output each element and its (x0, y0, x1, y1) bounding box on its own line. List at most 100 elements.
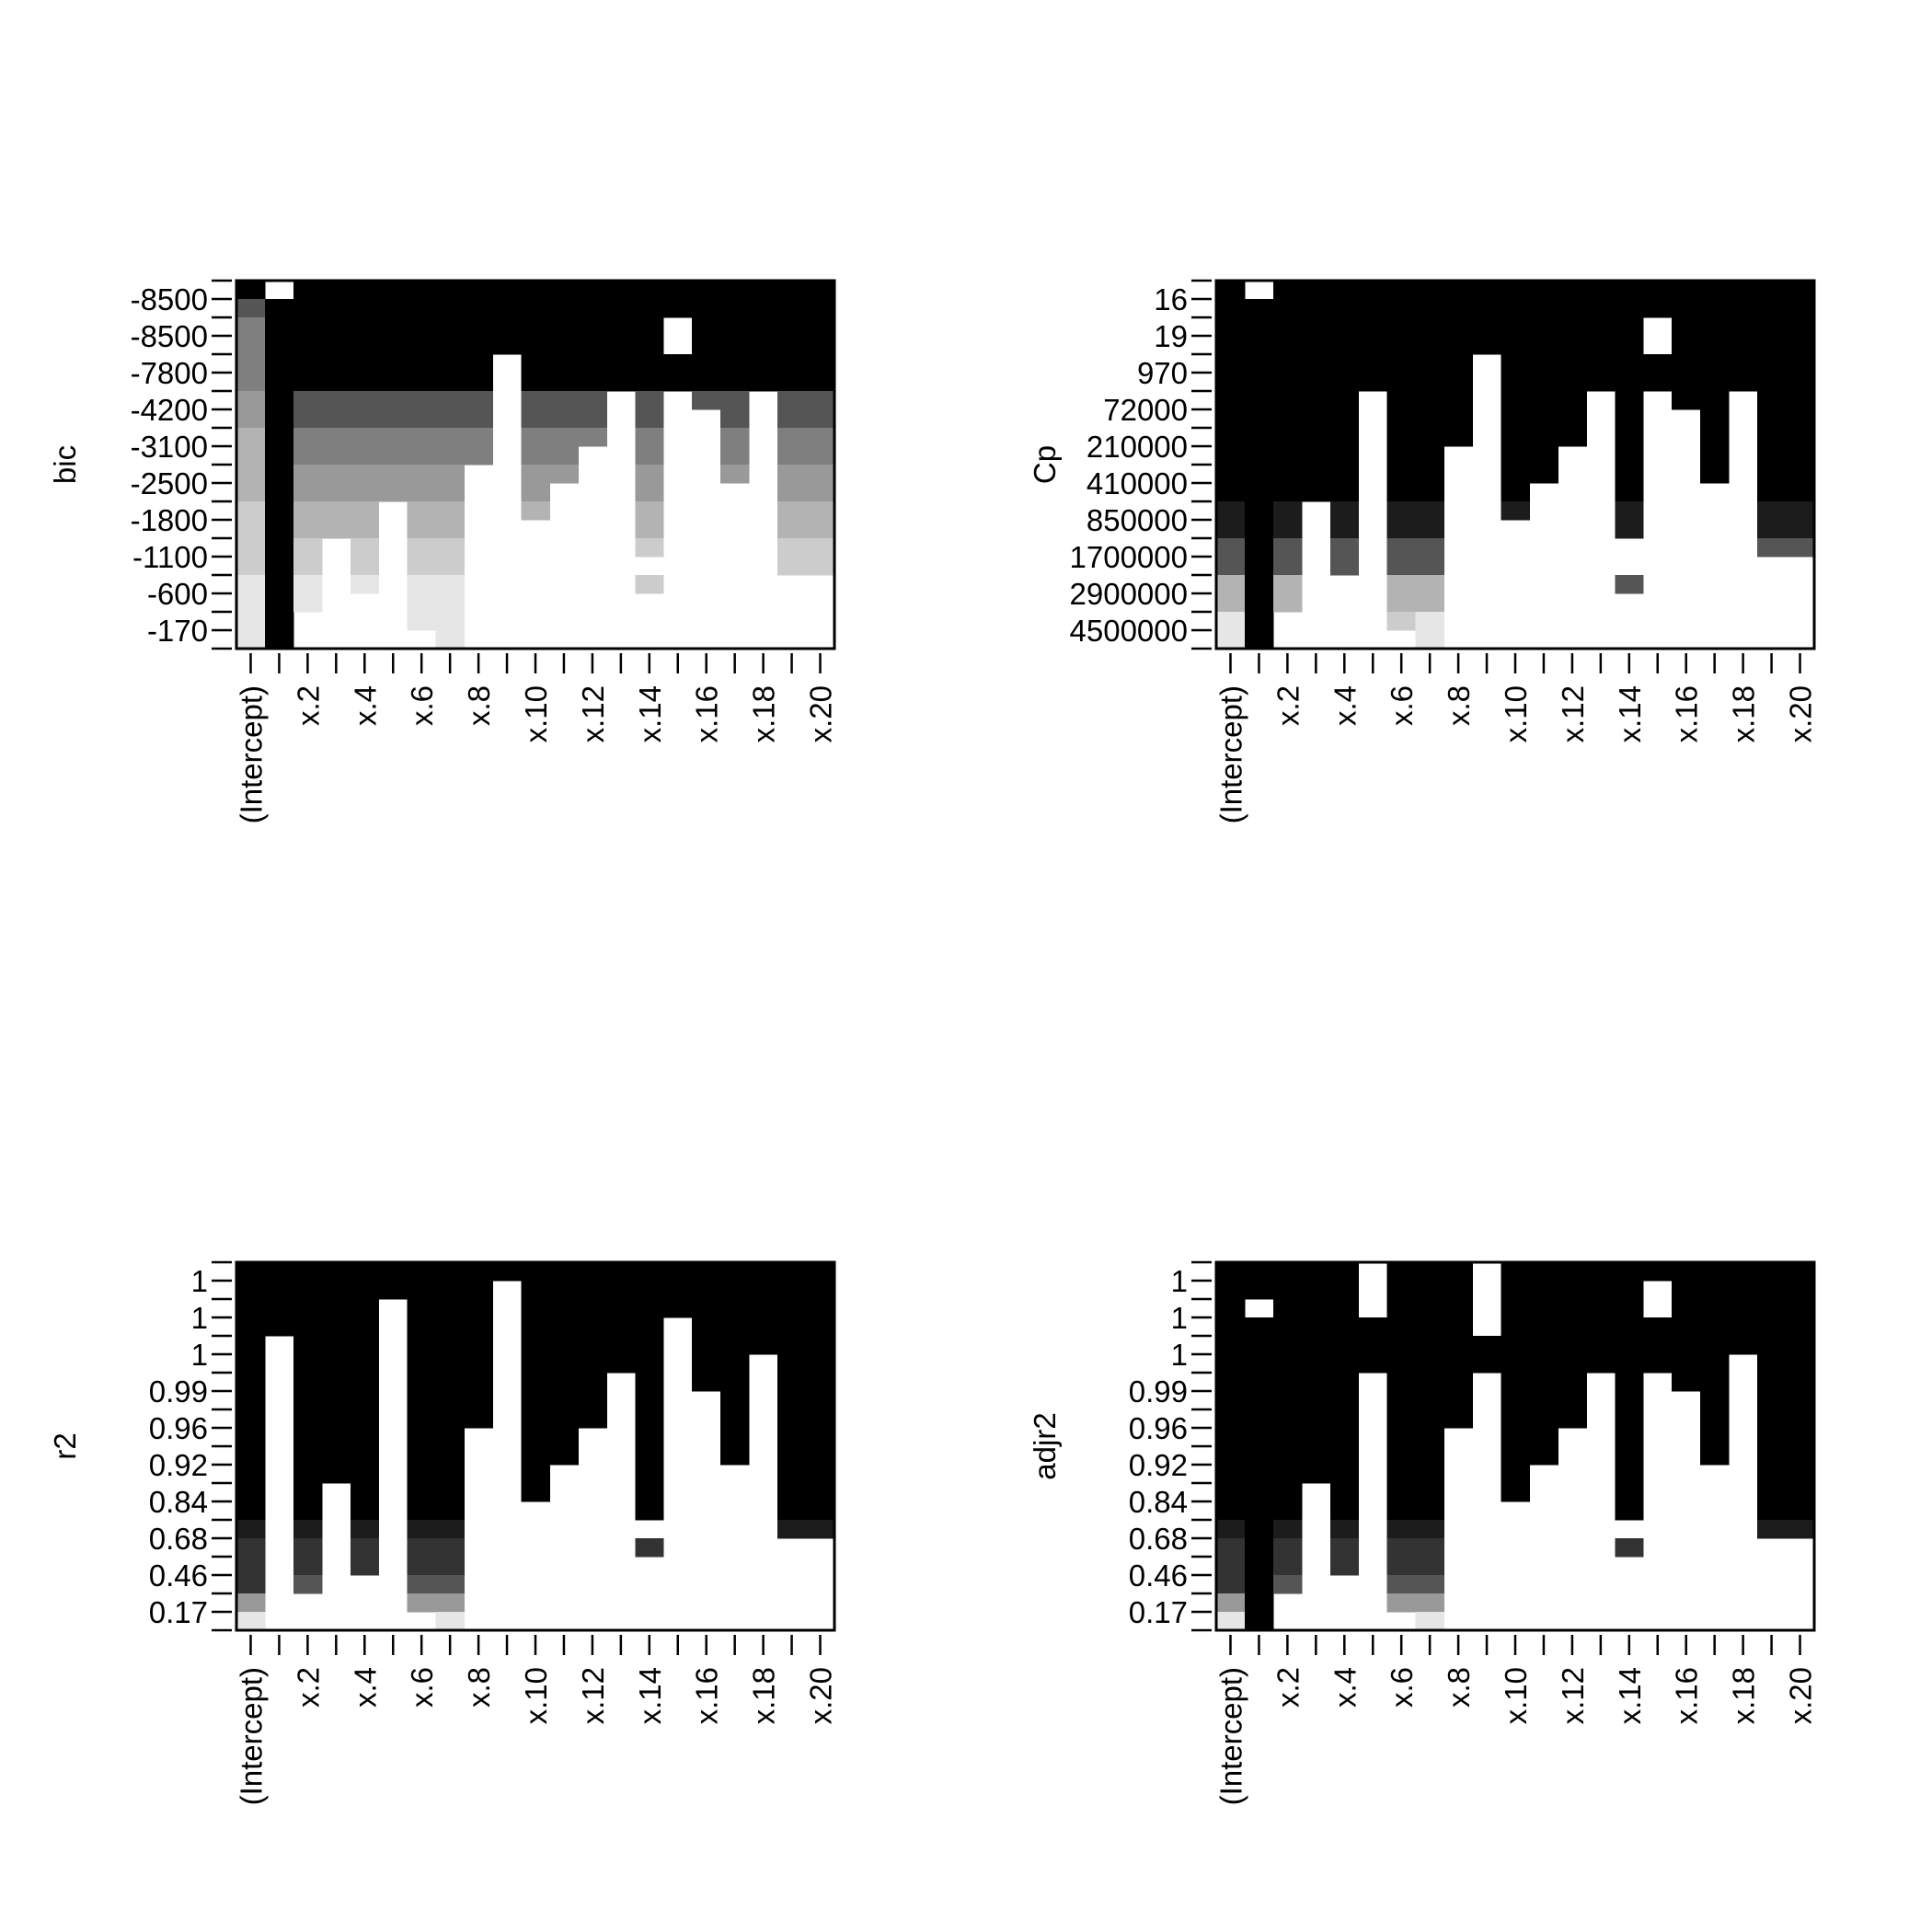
heat-cell-bic-x.14-0 (635, 281, 664, 392)
heat-cell-bic-x.14-3 (635, 465, 664, 502)
heat-cell-bic-x.9-0 (492, 281, 522, 355)
x-tick-label: x.14 (633, 685, 667, 742)
heat-cell-bic-x.2-2 (293, 428, 323, 466)
heat-cell-Cp-x.2-1 (1272, 501, 1303, 539)
heat-cell-adjr2-x.8-0 (1443, 1262, 1473, 1429)
heat-cell-r2-x.16-0 (692, 1262, 721, 1392)
heat-cell-bic-x.15-1 (663, 354, 693, 392)
heat-cell-adjr2-x.15-1 (1643, 1317, 1673, 1374)
heat-cell-bic-x.12-1 (578, 391, 607, 429)
heat-cell-r2-x.8-0 (464, 1262, 493, 1429)
heat-cell-Cp-x.8-0 (1443, 281, 1473, 447)
x-tick-label: x.12 (576, 685, 610, 742)
heat-cell-bic-x.4-5 (350, 538, 380, 576)
heat-cell-Cp-(Intercept)-0 (1216, 281, 1246, 300)
x-tick-label: x.18 (1727, 685, 1761, 742)
heat-cell-r2-x.15-0 (663, 1262, 693, 1318)
heat-cell-r2-x.2-2 (293, 1538, 323, 1576)
plot-frame (1214, 279, 1816, 650)
panel-adjr2: 1110.990.960.920.840.680.460.17adjr2(Int… (1028, 1260, 1818, 1805)
heat-cell-bic-x.7-3 (435, 465, 466, 502)
heat-cell-adjr2-x.20-0 (1786, 1262, 1815, 1521)
heat-cell-adjr2-x.2-3 (1272, 1575, 1303, 1594)
heat-cell-bic-(Intercept)-6 (236, 575, 266, 650)
heat-cell-bic-x.6-4 (407, 501, 437, 539)
heat-cell-r2-x.7-5 (435, 1612, 466, 1631)
y-tick-label: 0.46 (1129, 1558, 1188, 1593)
heat-cell-adjr2-x.3-0 (1301, 1262, 1331, 1484)
x-tick-label: x.16 (690, 1667, 724, 1724)
heat-cell-Cp-x.16-0 (1672, 281, 1701, 410)
x-tick-label: x.4 (1328, 685, 1362, 726)
heat-cell-bic-(Intercept)-1 (236, 299, 266, 318)
heat-cell-r2-x.11-0 (549, 1262, 579, 1466)
heat-cell-Cp-x.2-3 (1272, 575, 1303, 613)
heat-cell-bic-x.10-1 (521, 391, 550, 429)
heat-cell-Cp-x.4-1 (1329, 501, 1360, 539)
x-tick-label: x.10 (1499, 685, 1533, 742)
heat-cell-Cp-x.7-0 (1415, 281, 1445, 502)
heat-cell-bic-x.4-2 (350, 428, 380, 466)
y-tick-label: 210000 (1087, 430, 1188, 464)
heat-cell-r2-(Intercept)-0 (236, 1262, 266, 1521)
heat-cell-r2-x.7-3 (435, 1575, 466, 1594)
heat-cell-Cp-x.7-4 (1415, 612, 1445, 650)
heat-cell-bic-x.3-2 (321, 428, 351, 466)
x-tick-label: x.10 (519, 685, 553, 742)
x-tick-label: x.6 (405, 1667, 439, 1708)
x-tick-label: x.20 (804, 1667, 838, 1724)
heat-cell-r2-x.6-1 (407, 1520, 437, 1539)
x-tick-label: x.18 (1727, 1667, 1761, 1724)
x-tick-label: x.2 (1271, 1667, 1305, 1708)
heat-cell-adjr2-x.6-1 (1386, 1520, 1417, 1539)
heat-cell-r2-x.6-3 (407, 1575, 437, 1594)
y-tick-label: 0.84 (1129, 1485, 1188, 1519)
heat-cell-bic-x.10-3 (521, 465, 550, 502)
heat-cell-bic-x.14-4 (635, 501, 664, 539)
x-tick-label: x.4 (348, 1667, 382, 1708)
x-tick-label: x.4 (348, 685, 382, 726)
heat-cell-bic-x.2-5 (293, 538, 323, 576)
x-tick-label: x.2 (1271, 685, 1305, 726)
heat-cell-bic-x.20-4 (806, 501, 835, 539)
heat-cell-r2-x.4-0 (350, 1262, 380, 1521)
heat-cell-adjr2-x.20-1 (1786, 1520, 1815, 1539)
heat-cell-adjr2-(Intercept)-3 (1216, 1593, 1246, 1613)
heat-cell-bic-x.11-1 (549, 391, 579, 429)
y-tick-label: -2500 (131, 466, 208, 500)
heat-cell-bic-x.5-2 (378, 428, 408, 466)
heat-cell-bic-(Intercept)-3 (236, 391, 266, 429)
y-tick-label: 1 (191, 1301, 208, 1335)
heat-cell-bic-x.20-3 (806, 465, 835, 502)
y-tick-label: 0.68 (1129, 1522, 1188, 1556)
y-tick-label: 0.68 (149, 1522, 208, 1556)
heat-cell-bic-x.2-4 (293, 501, 323, 539)
heat-cell-bic-x.4-3 (350, 465, 380, 502)
heat-cell-bic-x.15-0 (663, 281, 693, 318)
heat-cell-r2-x.17-0 (720, 1262, 750, 1466)
heat-cell-Cp-(Intercept)-2 (1216, 501, 1246, 539)
heat-cell-bic-x.4-1 (350, 391, 380, 429)
x-tick-label: x.16 (1670, 685, 1704, 742)
x-tick-label: x.12 (1556, 1667, 1590, 1724)
heat-cell-Cp-x.7-3 (1415, 575, 1445, 613)
heat-cell-r2-x.5-0 (378, 1262, 408, 1300)
x-tick-label: x.18 (747, 685, 781, 742)
heat-cell-Cp-x.14-0 (1615, 281, 1644, 502)
heat-cell-bic-x.4-4 (350, 501, 380, 539)
y-axis: 1619970720002100004100008500001700000290… (1070, 279, 1212, 650)
heat-cell-bic-x.19-0 (777, 281, 807, 392)
heat-cell-bic-x.20-2 (806, 428, 835, 466)
y-tick-label: 1700000 (1070, 540, 1188, 574)
heat-cell-Cp-x.17-0 (1700, 281, 1730, 484)
heat-cell-r2-x.7-1 (435, 1520, 466, 1539)
heat-cell-bic-x.2-0 (293, 281, 323, 392)
heat-cell-bic-x.10-4 (521, 501, 550, 521)
heat-cell-Cp-x.20-2 (1786, 538, 1815, 558)
y-tick-label: 19 (1154, 319, 1188, 353)
x-tick-label: x.14 (1613, 685, 1647, 742)
x-tick-label: x.4 (1328, 1667, 1362, 1708)
